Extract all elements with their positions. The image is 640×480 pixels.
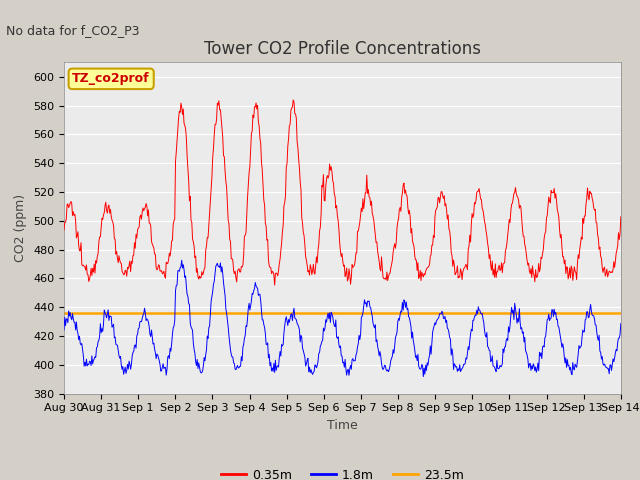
Legend: 0.35m, 1.8m, 23.5m: 0.35m, 1.8m, 23.5m <box>216 464 469 480</box>
Text: TZ_co2prof: TZ_co2prof <box>72 72 150 85</box>
Text: No data for f_CO2_P3: No data for f_CO2_P3 <box>6 24 140 37</box>
Title: Tower CO2 Profile Concentrations: Tower CO2 Profile Concentrations <box>204 40 481 58</box>
X-axis label: Time: Time <box>327 419 358 432</box>
Y-axis label: CO2 (ppm): CO2 (ppm) <box>15 194 28 262</box>
